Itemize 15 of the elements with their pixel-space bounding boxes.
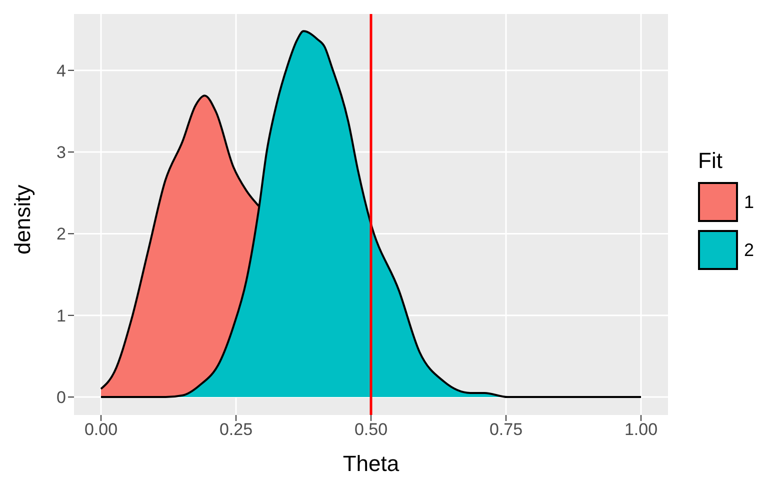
x-axis-title: Theta [342, 451, 400, 476]
x-tick-label: 0.50 [354, 420, 388, 440]
legend-title: Fit [698, 148, 724, 174]
y-tick-label: 3 [56, 143, 66, 162]
x-tick-label: 1.00 [624, 420, 658, 440]
y-tick-label: 1 [56, 306, 66, 326]
y-tick-label: 2 [56, 224, 66, 244]
x-tick-label: 0.25 [219, 420, 253, 440]
y-axis-title: density [10, 184, 35, 254]
x-tick-label: 0.75 [489, 420, 523, 440]
legend-label: 1 [744, 192, 754, 212]
y-tick-label: 0 [56, 388, 66, 408]
x-tick-label: 0.00 [84, 420, 118, 440]
legend-label: 2 [744, 240, 754, 260]
y-tick-label: 4 [56, 61, 66, 80]
